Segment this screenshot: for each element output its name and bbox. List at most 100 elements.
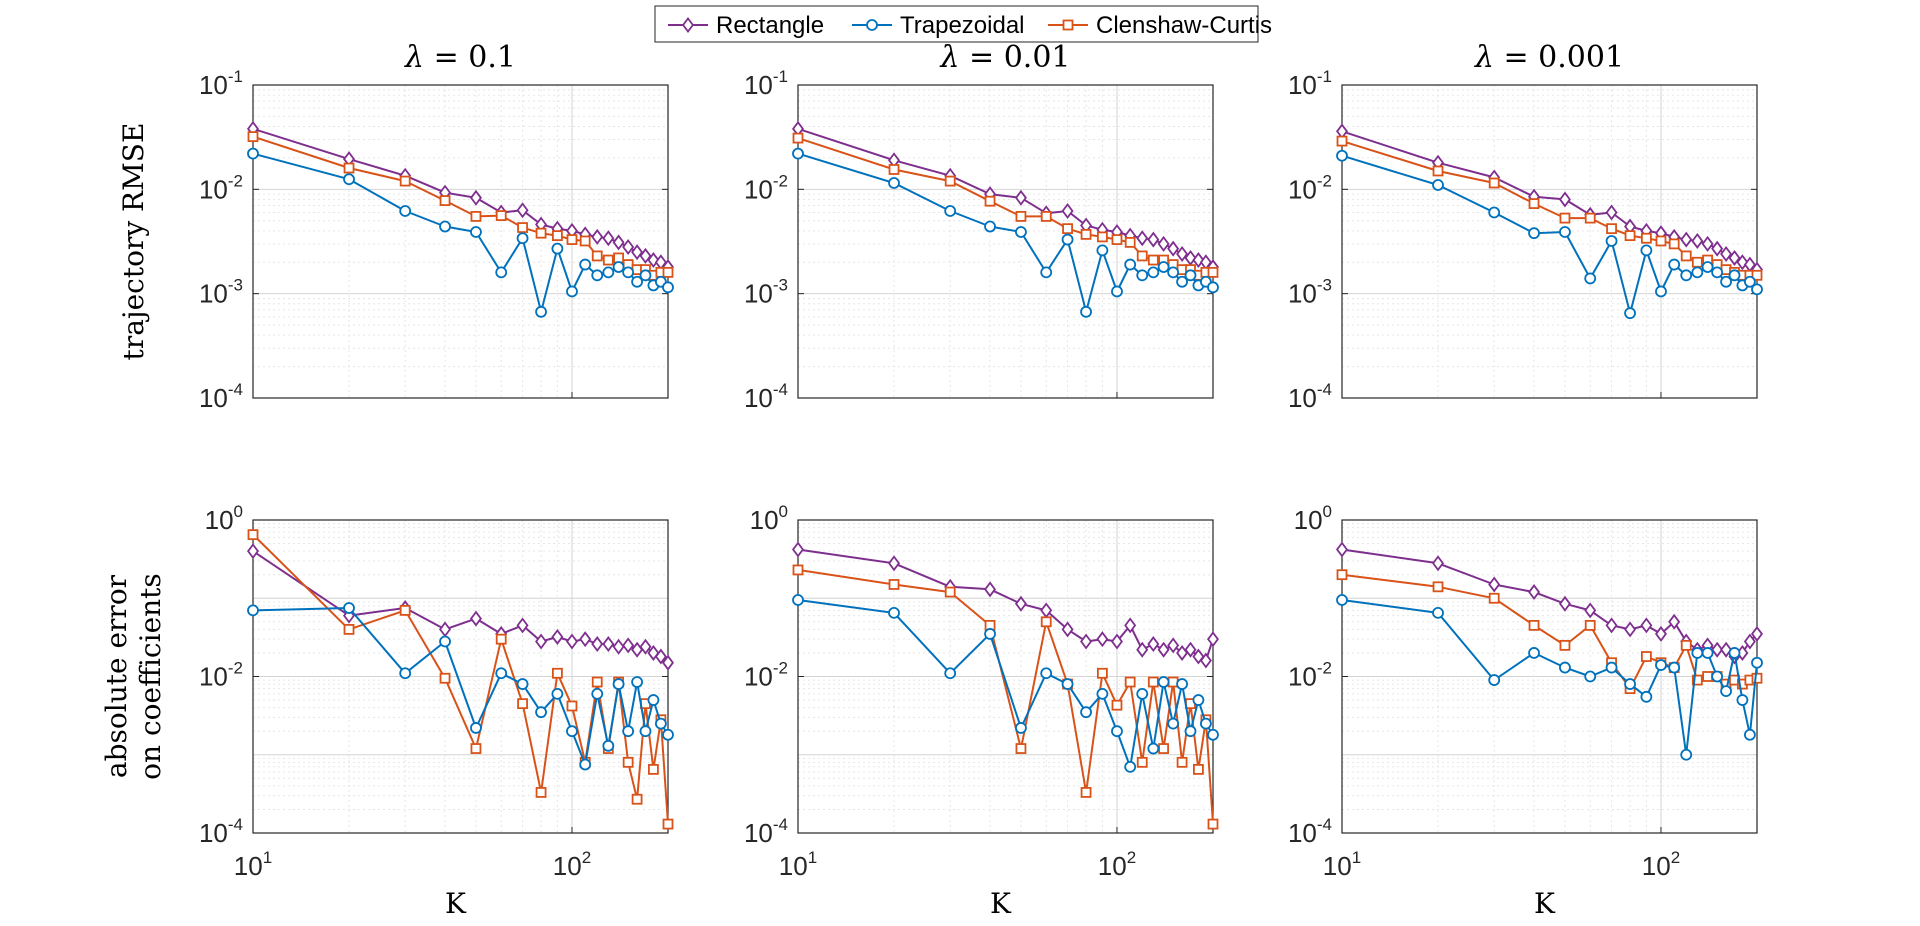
data-point <box>602 254 614 266</box>
data-point <box>1701 647 1714 659</box>
y-axis-label: trajectory RMSE <box>117 123 150 361</box>
data-point <box>591 636 604 653</box>
data-point <box>984 581 997 598</box>
data-point <box>247 529 259 541</box>
data-point <box>1711 266 1724 279</box>
data-point <box>1157 676 1170 688</box>
data-point <box>535 227 547 239</box>
panel-title: λ = 0.001 <box>1474 40 1624 75</box>
data-point <box>1111 234 1123 245</box>
y-tick-label: 10-3 <box>744 276 788 309</box>
data-point <box>1728 249 1741 266</box>
data-point <box>1199 717 1212 730</box>
data-point <box>1640 651 1652 662</box>
data-point <box>1559 226 1571 238</box>
data-point <box>1668 258 1681 271</box>
data-point <box>1584 272 1597 285</box>
data-point <box>1124 258 1137 271</box>
data-point <box>612 261 625 273</box>
title-value: = 0.1 <box>424 40 516 75</box>
data-point <box>1080 228 1092 240</box>
data-point <box>1096 244 1109 257</box>
data-point <box>439 220 451 233</box>
y-tick-label: 10-1 <box>744 67 788 100</box>
data-point <box>1701 235 1714 252</box>
data-point <box>551 667 563 679</box>
data-point <box>495 266 508 279</box>
data-point <box>1336 569 1348 581</box>
data-point <box>1720 685 1732 698</box>
data-point <box>639 269 652 282</box>
series-clenshaw-curtis <box>792 564 1219 830</box>
data-point <box>1720 245 1733 262</box>
data-point <box>662 818 674 830</box>
data-point <box>1080 633 1093 650</box>
data-point <box>1080 787 1092 798</box>
data-point <box>612 234 625 251</box>
data-point <box>944 667 957 680</box>
data-point <box>495 210 507 222</box>
axes-box <box>797 84 1214 399</box>
data-point <box>631 244 644 261</box>
data-point <box>1584 619 1596 631</box>
data-point <box>1147 636 1160 653</box>
data-point <box>1680 250 1692 262</box>
data-point <box>1184 641 1197 658</box>
y-tick-label: 10-2 <box>1288 659 1332 692</box>
x-axis-label: K <box>1534 887 1556 920</box>
data-point <box>1432 606 1444 619</box>
data-point <box>888 579 900 590</box>
data-point <box>1167 240 1180 257</box>
y-tick-label: 10-3 <box>199 276 243 309</box>
data-point <box>1711 240 1724 257</box>
data-point <box>1096 231 1108 243</box>
data-point <box>1691 266 1704 279</box>
data-point <box>1110 633 1123 650</box>
data-point <box>1061 678 1074 690</box>
series-trapezoidal <box>247 602 674 771</box>
data-point <box>1015 722 1027 734</box>
data-point <box>551 242 564 255</box>
data-point <box>1680 639 1692 651</box>
data-point <box>1184 269 1197 282</box>
panel-1: 10-1 10-2 10-3 10-4 λ = 0.1 trajectory RMSE <box>117 40 674 413</box>
data-point <box>1488 177 1500 189</box>
data-point <box>591 269 604 282</box>
panel-3: 10-1 10-2 10-3 10-4 λ = 0.001 <box>1288 40 1763 413</box>
data-point <box>944 175 956 187</box>
data-point <box>516 617 529 634</box>
data-point <box>612 678 625 690</box>
data-point <box>1167 266 1180 279</box>
data-point <box>613 252 624 264</box>
y-tick-label: 10-4 <box>199 380 243 413</box>
x-tick-label: 102 <box>1642 848 1680 881</box>
data-point <box>631 275 643 288</box>
data-point <box>247 147 259 160</box>
data-point <box>1336 149 1348 162</box>
data-point <box>1488 592 1500 604</box>
data-point <box>1147 231 1160 248</box>
legend: Rectangle Trapezoidal Clenshaw-Curtis <box>654 5 1272 43</box>
data-point <box>1605 235 1618 247</box>
title-value: = 0.01 <box>960 40 1071 75</box>
data-point <box>1096 667 1108 679</box>
data-point <box>1157 235 1170 252</box>
y-tick-label: 10-4 <box>1288 815 1332 848</box>
data-point <box>639 725 652 738</box>
y-tick-label: 10-2 <box>744 659 788 692</box>
legend-entry-rectangle: Rectangle <box>668 12 824 39</box>
data-point <box>1528 227 1540 240</box>
series-trapezoidal <box>1336 594 1763 761</box>
data-point <box>566 700 578 712</box>
data-point <box>579 258 592 271</box>
data-point <box>1136 641 1149 658</box>
data-point <box>399 205 412 217</box>
data-point <box>1111 699 1123 711</box>
data-point <box>1668 661 1681 674</box>
data-point <box>1528 619 1540 631</box>
data-point <box>495 633 507 645</box>
data-point <box>535 305 547 318</box>
data-point <box>662 266 674 278</box>
data-point <box>535 787 547 798</box>
data-point <box>1124 237 1136 248</box>
